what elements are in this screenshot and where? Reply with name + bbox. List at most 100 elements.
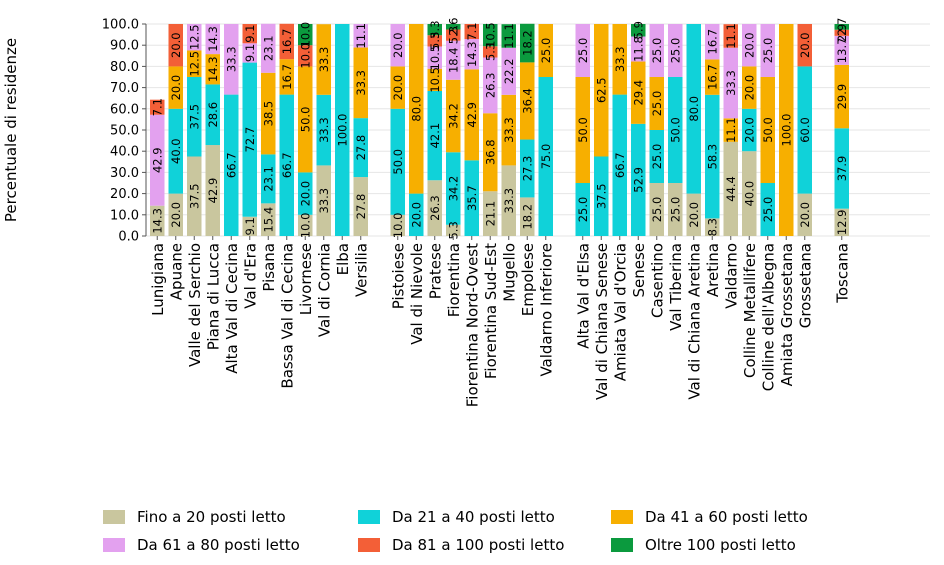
bar-segment-fiorentina-sud-est-0 (483, 191, 498, 236)
data-label: 75.0 (539, 144, 553, 170)
data-label: 5.9 (631, 21, 645, 39)
bar-segment-amiata-grossetana-2 (779, 24, 794, 236)
bar-segment-fiorentina-3 (446, 40, 461, 80)
bar-segment-fiorentina-nord-ovest-1 (464, 160, 479, 236)
data-label: 11.8 (631, 36, 645, 62)
data-label: 9.1 (243, 44, 257, 62)
data-label: 100.0 (779, 114, 793, 147)
bar-segment-valdarno-2 (723, 118, 738, 142)
x-tick-label-colline-dell-albegna: Colline dell'Albegna (759, 243, 777, 391)
bar-segment-aretina-1 (705, 94, 720, 219)
bar-segment-alta-val-d-elsa-3 (575, 24, 590, 77)
data-label: 25.0 (650, 144, 664, 170)
x-tick-label-senese: Senese (630, 243, 648, 298)
data-label: 22.2 (502, 58, 516, 84)
bar-segment-senese-5 (631, 24, 646, 37)
data-label: 11.1 (724, 117, 738, 143)
y-tick-label: 60.0 (110, 102, 139, 117)
x-tick-label-pisana: Pisana (260, 243, 278, 292)
data-label: 33.3 (502, 188, 516, 214)
bar-segment-colline-dell-albegna-3 (760, 24, 775, 77)
x-tick-label-pistoiese: Pistoiese (389, 243, 407, 309)
bar-segment-fiorentina-1 (446, 152, 461, 225)
data-label: 16.7 (705, 29, 719, 55)
bar-segment-pisana-0 (261, 203, 276, 236)
bar-segment-bassa-val-di-cecina-1 (279, 94, 294, 236)
data-label: 27.8 (354, 194, 368, 220)
data-label: 7.1 (150, 98, 164, 116)
bar-segment-fiorentina-sud-est-3 (483, 57, 498, 114)
data-label: 33.3 (317, 117, 331, 143)
bar-segment-valdarno-3 (723, 47, 738, 119)
data-label: 5.3 (446, 26, 460, 44)
data-label: 80.0 (409, 96, 423, 122)
bar-segment-amiata-val-d-orcia-2 (612, 24, 627, 95)
bar-segment-valdarno-inferiore-2 (538, 24, 553, 77)
data-label: 33.3 (724, 70, 738, 96)
x-tick-label-val-di-chiana-senese: Val di Chiana Senese (593, 243, 611, 400)
bar-segment-fiorentina-nord-ovest-3 (464, 39, 479, 70)
bar-segment-colline-dell-albegna-2 (760, 77, 775, 183)
x-tick-label-empolese: Empolese (519, 243, 537, 316)
data-label: 20.0 (798, 202, 812, 228)
data-label: 33.3 (354, 70, 368, 96)
bar-segment-versilia-0 (353, 177, 368, 236)
y-tick-label: 0.0 (118, 230, 139, 245)
data-label: 40.0 (742, 181, 756, 207)
data-label: 14.3 (206, 56, 220, 82)
data-label: 10.5 (428, 45, 442, 71)
data-label: 14.3 (465, 41, 479, 67)
data-label: 42.9 (206, 178, 220, 204)
data-label: 20.0 (169, 202, 183, 228)
x-tick-label-elba: Elba (334, 243, 352, 275)
x-tick-label-colline-metallifere: Colline Metallifere (741, 243, 759, 378)
data-label: 37.5 (187, 104, 201, 130)
bar-segment-casentino-3 (649, 24, 664, 77)
data-label: 9.1 (243, 24, 257, 42)
data-label: 25.0 (576, 197, 590, 223)
data-label: 11.1 (502, 23, 516, 49)
bar-segment-colline-metallifere-3 (742, 24, 757, 67)
x-tick-label-piana-di-lucca: Piana di Lucca (204, 243, 222, 350)
bar-segment-valle-del-serchio-3 (187, 24, 202, 51)
bar-segment-colline-metallifere-2 (742, 66, 757, 109)
y-tick-label: 30.0 (110, 166, 139, 181)
bar-segment-versilia-2 (353, 47, 368, 119)
data-label: 12.9 (835, 210, 849, 236)
y-axis: 0.0 10.0 20.0 30.0 40.0 50.0 60.0 70.0 80.0 90.0 1… (102, 18, 147, 245)
bar-segment-versilia-1 (353, 118, 368, 178)
data-label: 27.3 (520, 156, 534, 182)
data-label: 14.3 (206, 26, 220, 52)
data-label: 36.8 (483, 139, 497, 165)
x-tick-label-aretina: Aretina (704, 243, 722, 297)
legend-label: Da 81 a 100 posti letto (392, 536, 565, 554)
bar-segment-aretina-0 (705, 218, 720, 236)
bar-segment-fiorentina-4 (446, 29, 461, 41)
data-label: 35.7 (465, 185, 479, 211)
data-label: 42.1 (428, 123, 442, 149)
data-label: 16.7 (280, 64, 294, 90)
bar-segment-empolese-2 (520, 62, 535, 140)
bar-segment-val-di-nievole-1 (409, 193, 424, 236)
bar-segment-alta-val-di-cecina-3 (224, 24, 239, 95)
bar-segment-val-di-chiana-aretina-1 (686, 24, 701, 194)
legend-item-81-100: Da 81 a 100 posti letto (358, 534, 564, 556)
bar-segment-val-di-nievole-2 (409, 24, 424, 194)
bar-segment-val-di-chiana-senese-1 (594, 156, 609, 236)
x-tick-label-fiorentina-nord-ovest: Fiorentina Nord-Ovest (463, 243, 481, 407)
bar-segment-fiorentina-0 (446, 224, 461, 236)
data-label: 12.5 (187, 51, 201, 77)
y-tick-label: 20.0 (110, 187, 139, 202)
bar-segment-pratese-4 (427, 35, 442, 47)
data-label: 33.3 (502, 117, 516, 143)
bar-segment-apuane-1 (168, 108, 183, 194)
bar-segment-grossetana-0 (797, 193, 812, 236)
bar-segment-versilia-3 (353, 24, 368, 48)
bar-segment-livornese-2 (298, 66, 313, 173)
bar-segment-alta-val-di-cecina-1 (224, 94, 239, 236)
bar-segment-lunigiana-0 (150, 205, 165, 236)
data-label: 5.3 (428, 32, 442, 50)
bar-segment-pratese-5 (427, 24, 442, 36)
bar-segment-alta-val-d-elsa-1 (575, 183, 590, 236)
bar-segment-empolese-0 (520, 197, 535, 236)
